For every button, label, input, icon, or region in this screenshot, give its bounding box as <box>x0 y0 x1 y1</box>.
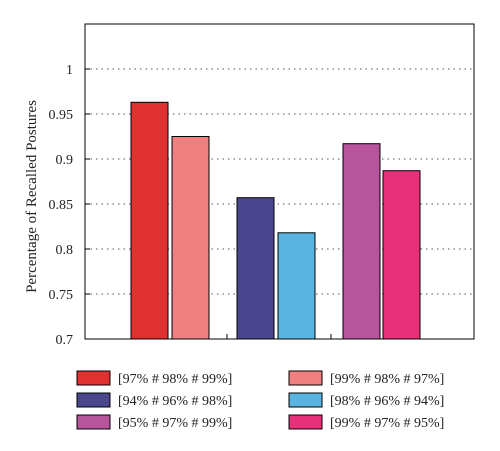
legend-label: [99% # 98% # 97%] <box>330 372 444 387</box>
bar <box>130 101 169 340</box>
legend-label: [98% # 96% # 94%] <box>330 394 444 409</box>
bar <box>382 170 421 340</box>
y-tick-label: 1 <box>66 63 73 78</box>
legend-label: [97% # 98% # 99%] <box>118 372 232 387</box>
legend: [97% # 98% # 99%] [99% # 98% # 97%] [94% #… <box>76 370 444 431</box>
y-tick-label: 0.95 <box>49 108 74 123</box>
legend-swatch <box>288 392 323 408</box>
y-tick-label: 0.9 <box>56 153 74 168</box>
bar <box>236 197 275 340</box>
legend-swatch <box>288 414 323 430</box>
legend-label: [95% # 97% # 99%] <box>118 416 232 431</box>
y-tick-label: 0.75 <box>49 288 74 303</box>
legend-swatch <box>76 414 111 430</box>
legend-label: [94% # 96% # 98%] <box>118 394 232 409</box>
plot-frame <box>84 23 475 340</box>
y-tick-label: 0.85 <box>49 198 74 213</box>
legend-swatch <box>76 370 111 386</box>
legend-swatch <box>76 392 111 408</box>
bar <box>277 232 316 340</box>
legend-label: [99% # 97% # 95%] <box>330 416 444 431</box>
bar <box>171 136 210 340</box>
y-tick-label: 0.8 <box>56 243 74 258</box>
y-axis-ticks: 0.7 0.75 0.8 0.85 0.9 0.95 1 <box>49 63 475 348</box>
y-tick-label: 0.7 <box>56 333 74 348</box>
bar <box>342 143 381 340</box>
y-axis-label: Percentage of Recalled Postures <box>24 100 40 293</box>
bars <box>130 101 421 340</box>
legend-swatch <box>288 370 323 386</box>
